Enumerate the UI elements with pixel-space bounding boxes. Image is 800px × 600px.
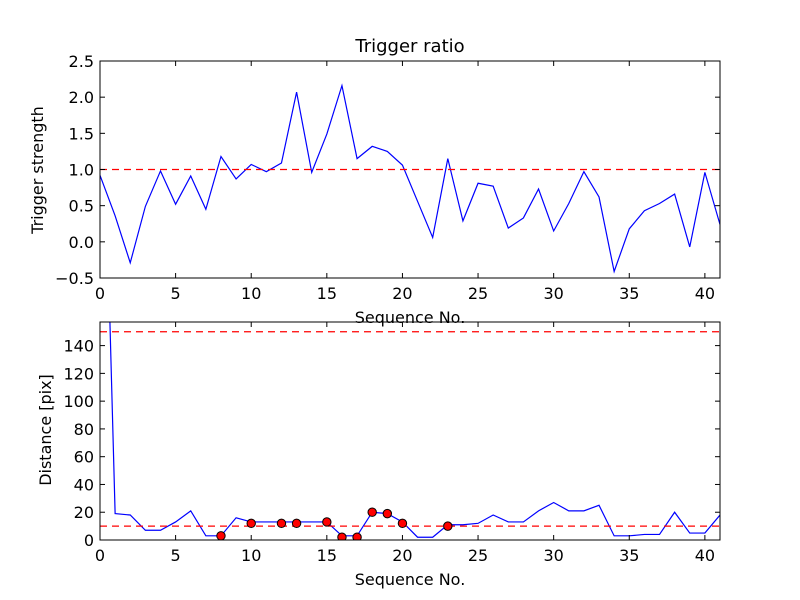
x-tick-label: 40 — [695, 284, 715, 303]
x-tick-label: 20 — [392, 284, 412, 303]
y-tick-label: −0.5 — [55, 269, 94, 288]
y-tick-label: 2.5 — [69, 52, 94, 71]
x-tick-label: 30 — [543, 546, 563, 565]
data-marker — [322, 517, 332, 527]
plot-area — [100, 83, 720, 274]
x-tick-label: 10 — [241, 284, 261, 303]
x-tick-label: 5 — [171, 284, 181, 303]
y-tick-label: 1.5 — [69, 124, 94, 143]
data-marker — [291, 518, 302, 529]
series-line-0 — [109, 322, 720, 538]
chart-title: Trigger ratio — [354, 36, 464, 57]
distance-chart: Distance [pix] Sequence No. 0 5 10 15 20 25 30… — [36, 321, 721, 589]
y-tick-label: 2.0 — [69, 88, 94, 107]
series-line-0 — [100, 83, 720, 274]
x-axis-label: Sequence No. — [355, 570, 466, 589]
y-tick-label: 40 — [74, 475, 94, 494]
y-tick-label: 20 — [74, 503, 94, 522]
data-marker — [367, 507, 377, 517]
x-tick-label: 5 — [171, 546, 181, 565]
data-marker — [246, 518, 256, 529]
x-tick-label: 25 — [468, 284, 488, 303]
data-marker — [216, 531, 226, 540]
y-tick-label: 1.0 — [69, 161, 94, 180]
data-marker — [337, 532, 347, 540]
x-tick-label: 0 — [95, 546, 105, 565]
trigger-ratio-chart: Trigger ratio Trigger strength Sequence … — [28, 36, 721, 327]
plot-area — [100, 322, 720, 540]
data-marker — [352, 532, 362, 540]
y-axis-label: Trigger strength — [28, 106, 47, 235]
x-tick-label: 10 — [241, 546, 261, 565]
y-tick-label: 60 — [74, 448, 94, 467]
x-tick-label: 20 — [392, 546, 412, 565]
x-tick-label: 35 — [619, 284, 639, 303]
data-marker — [443, 521, 453, 531]
data-marker — [397, 518, 408, 529]
y-tick-label: 120 — [63, 364, 94, 383]
y-tick-label: 0.0 — [69, 233, 94, 252]
axes-frame — [99, 321, 721, 541]
x-tick-label: 35 — [619, 546, 639, 565]
x-tick-label: 25 — [468, 546, 488, 565]
data-marker — [276, 518, 287, 529]
data-marker — [382, 508, 393, 519]
x-tick-label: 15 — [317, 546, 337, 565]
x-axis-label: Sequence No. — [355, 308, 466, 327]
x-tick-label: 40 — [695, 546, 715, 565]
x-tick-label: 0 — [95, 284, 105, 303]
y-tick-label: 0.5 — [69, 197, 94, 216]
y-tick-label: 80 — [74, 420, 94, 439]
x-tick-label: 15 — [317, 284, 337, 303]
y-tick-label: 100 — [63, 392, 94, 411]
x-tick-label: 30 — [543, 284, 563, 303]
y-axis-label: Distance [pix] — [36, 374, 55, 486]
y-tick-label: 140 — [63, 337, 94, 356]
y-tick-label: 0 — [84, 531, 94, 550]
